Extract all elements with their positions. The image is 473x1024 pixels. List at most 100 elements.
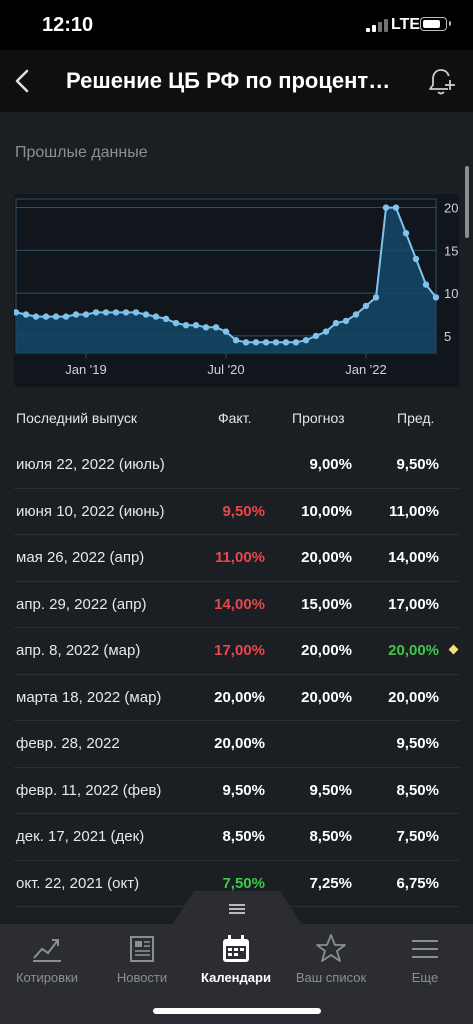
- data-point: [152, 313, 160, 320]
- table-row[interactable]: дек. 17, 2021 (дек) 8,50% 8,50% 7,50%: [0, 814, 473, 861]
- tab-calendar[interactable]: Календари: [189, 932, 283, 992]
- tab-newspaper[interactable]: Новости: [95, 932, 189, 992]
- table-row[interactable]: июня 10, 2022 (июнь) 9,50% 10,00% 11,00%: [0, 489, 473, 536]
- row-date: окт. 22, 2021 (окт): [16, 874, 140, 892]
- y-tick-label: 10: [444, 286, 458, 301]
- row-forecast: 8,50%: [309, 828, 352, 845]
- data-point: [102, 309, 110, 316]
- table-row[interactable]: июля 22, 2022 (июль) 9,00% 9,50%: [0, 442, 473, 489]
- tab-menu[interactable]: Еще: [378, 932, 472, 992]
- row-forecast: 10,00%: [301, 502, 352, 520]
- data-point: [372, 294, 380, 301]
- chevron-left-icon[interactable]: [8, 64, 38, 98]
- section-title: Прошлые данные: [15, 144, 148, 161]
- table-row[interactable]: марта 18, 2022 (мар) 20,00% 20,00% 20,00%: [0, 675, 473, 722]
- network-label: LTE: [391, 16, 421, 33]
- row-previous: 9,50%: [396, 735, 439, 752]
- drawer-handle-icon[interactable]: [172, 891, 302, 925]
- tab-bar: Котировки Новости Календари Ваш список Еще: [0, 924, 473, 1024]
- row-forecast: 20,00%: [301, 688, 352, 706]
- row-forecast: 15,00%: [301, 595, 352, 613]
- y-tick-label: 5: [444, 329, 451, 344]
- data-point: [22, 311, 30, 318]
- data-point: [182, 322, 190, 329]
- row-date: апр. 8, 2022 (мар): [16, 642, 141, 659]
- row-previous: 20,00%: [388, 688, 439, 706]
- data-point: [392, 204, 400, 211]
- data-point: [232, 337, 240, 344]
- row-previous: 7,50%: [396, 828, 439, 845]
- header-actual: Факт.: [218, 410, 252, 426]
- data-point: [42, 313, 50, 320]
- row-forecast: 20,00%: [301, 549, 352, 566]
- data-point: [312, 332, 320, 340]
- row-actual: 20,00%: [214, 735, 265, 752]
- tab-label: Ваш список: [295, 970, 367, 985]
- row-actual: 9,50%: [222, 502, 265, 520]
- app-header: Решение ЦБ РФ по процент…: [0, 50, 473, 112]
- data-point: [162, 315, 170, 322]
- bell-plus-icon[interactable]: [426, 66, 456, 98]
- data-point: [72, 311, 80, 318]
- data-point: [352, 311, 360, 318]
- row-date: мая 26, 2022 (апр): [16, 549, 145, 566]
- row-actual: 8,50%: [222, 828, 265, 845]
- newspaper-icon: [130, 936, 154, 962]
- row-date: февр. 11, 2022 (фев): [16, 781, 162, 799]
- scrollbar[interactable]: [465, 166, 469, 238]
- data-point: [14, 309, 20, 316]
- data-point: [412, 255, 420, 263]
- x-tick-label: Jan '19: [65, 362, 107, 377]
- row-previous: 14,00%: [388, 549, 439, 566]
- x-tick-label: Jul '20: [207, 362, 244, 377]
- history-chart[interactable]: 20 15 10 5 Jan '19 Jul '20 Jan '22: [14, 194, 459, 387]
- signal-icon: [366, 18, 388, 32]
- row-forecast: 20,00%: [301, 642, 352, 659]
- y-tick-label: 20: [444, 201, 458, 216]
- data-point: [92, 309, 100, 316]
- tab-label: Еще: [411, 970, 439, 985]
- header-date: Последний выпуск: [16, 410, 137, 426]
- table-row[interactable]: апр. 8, 2022 (мар) 17,00% 20,00% 20,00%: [0, 628, 473, 675]
- battery-icon: [420, 17, 451, 31]
- data-point: [122, 309, 130, 316]
- data-point: [302, 337, 310, 344]
- tab-chart-line[interactable]: Котировки: [0, 932, 94, 992]
- status-bar: 12:10 LTE: [0, 0, 473, 50]
- data-point: [432, 294, 440, 301]
- row-date: апр. 29, 2022 (апр): [16, 595, 147, 613]
- table-row[interactable]: апр. 29, 2022 (апр) 14,00% 15,00% 17,00%: [0, 582, 473, 629]
- data-point: [422, 281, 430, 288]
- table-row[interactable]: мая 26, 2022 (апр) 11,00% 20,00% 14,00%: [0, 535, 473, 582]
- table-header: Последний выпуск Факт. Прогноз Пред.: [0, 404, 460, 434]
- revision-marker-icon: [448, 644, 459, 655]
- data-point: [192, 322, 200, 329]
- data-point: [172, 319, 180, 327]
- table-row[interactable]: февр. 28, 2022 20,00% 9,50%: [0, 721, 473, 768]
- row-actual: 14,00%: [214, 595, 265, 613]
- table-row[interactable]: февр. 11, 2022 (фев) 9,50% 9,50% 8,50%: [0, 768, 473, 815]
- data-point: [332, 319, 340, 327]
- status-time: 12:10: [42, 14, 94, 36]
- release-table: июля 22, 2022 (июль) 9,00% 9,50% июня 10, 2…: [0, 442, 473, 907]
- data-point: [402, 230, 410, 237]
- data-point: [222, 328, 230, 335]
- menu-icon: [412, 940, 438, 958]
- area-fill: [16, 207, 436, 353]
- data-point: [292, 339, 300, 346]
- row-previous: 8,50%: [396, 781, 439, 799]
- row-date: февр. 28, 2022: [16, 735, 120, 752]
- row-actual: 11,00%: [214, 549, 265, 566]
- page-title: Решение ЦБ РФ по процент…: [66, 68, 391, 93]
- star-icon: [316, 934, 346, 962]
- row-date: дек. 17, 2021 (дек): [16, 828, 145, 845]
- y-tick-label: 15: [444, 243, 458, 258]
- data-point: [272, 339, 280, 346]
- tab-star[interactable]: Ваш список: [284, 932, 378, 992]
- row-forecast: 9,00%: [309, 456, 352, 473]
- header-previous: Пред.: [397, 410, 435, 426]
- home-indicator: [153, 1008, 321, 1014]
- content-area[interactable]: 20 15 10 5 Jan '19 Jul '20 Jan '22 Последний в…: [0, 166, 473, 924]
- data-point: [32, 313, 40, 320]
- data-point: [362, 302, 370, 310]
